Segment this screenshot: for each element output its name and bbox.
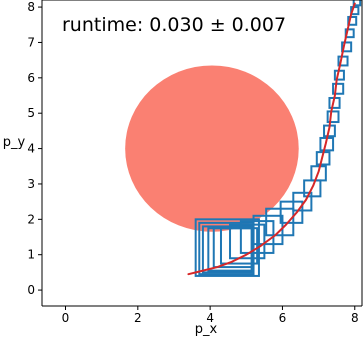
y-tick-label-2: 2 <box>27 212 35 226</box>
y-tick-label-6: 6 <box>27 71 35 85</box>
x-axis-label: p_x <box>195 322 218 337</box>
trajectory-box-20 <box>332 82 345 95</box>
trajectory-line <box>187 2 356 276</box>
trajectory-box-6 <box>219 227 259 265</box>
y-tick-label-4: 4 <box>27 142 35 156</box>
x-tick-label-6: 6 <box>279 311 287 325</box>
trajectory-box-7 <box>229 223 266 260</box>
obstacle-circle <box>125 65 299 232</box>
y-axis-ticks: 0 1 2 3 4 5 6 7 8 <box>27 0 42 297</box>
trajectory-box-27 <box>352 0 362 7</box>
trajectory-box-24 <box>344 28 355 39</box>
y-tick-label-8: 8 <box>27 0 35 14</box>
x-tick-label-0: 0 <box>62 311 70 325</box>
trajectory-box-23 <box>341 41 353 53</box>
y-tick-label-3: 3 <box>27 177 35 191</box>
x-axis-ticks: 0 2 4 6 8 <box>62 306 359 325</box>
trajectory-box-11 <box>279 200 304 224</box>
trajectory-box-26 <box>350 6 360 16</box>
x-tick-label-2: 2 <box>134 311 142 325</box>
trajectory-box-12 <box>292 191 313 212</box>
y-tick-label-0: 0 <box>27 283 35 297</box>
trajectory-box-25 <box>347 15 358 26</box>
runtime-annotation: runtime: 0.030 ± 0.007 <box>62 14 286 36</box>
y-axis-label: p_y <box>3 135 26 150</box>
trajectory-box-18 <box>326 110 340 124</box>
x-tick-label-4: 4 <box>206 311 214 325</box>
y-tick-label-1: 1 <box>27 248 35 262</box>
trajectory-box-9 <box>252 214 284 246</box>
x-tick-label-8: 8 <box>351 311 359 325</box>
plot-area <box>41 0 363 307</box>
trajectory-box-22 <box>337 55 349 67</box>
trajectory-box-14 <box>310 165 327 182</box>
y-tick-label-5: 5 <box>27 106 35 120</box>
y-tick-label-7: 7 <box>27 35 35 49</box>
